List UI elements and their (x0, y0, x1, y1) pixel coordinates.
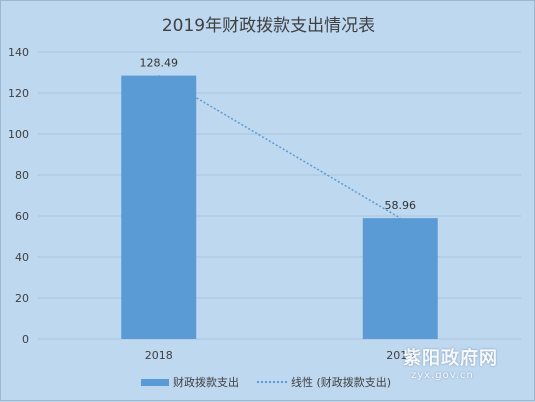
x-tick-label: 2019 (386, 349, 414, 362)
trendline (158, 74, 401, 219)
y-tick-label: 140 (8, 46, 29, 59)
y-tick-label: 40 (15, 251, 29, 264)
y-tick-label: 60 (15, 210, 29, 223)
y-tick-label: 20 (15, 292, 29, 305)
legend-trend-label: 线性 (财政拨款支出) (291, 376, 392, 389)
bar (362, 218, 438, 339)
legend-item-trend: 线性 (财政拨款支出) (257, 374, 391, 390)
legend-bar-label: 财政拨款支出 (173, 376, 239, 389)
bar (121, 75, 197, 340)
y-tick-label: 0 (22, 333, 29, 346)
data-label: 128.49 (140, 57, 179, 70)
y-tick-label: 120 (8, 87, 29, 100)
y-tick-label: 80 (15, 169, 29, 182)
x-tick-label: 2018 (145, 349, 173, 362)
legend-item-bar: 财政拨款支出 (141, 374, 239, 390)
y-tick-label: 100 (8, 128, 29, 141)
legend-trend-swatch (257, 381, 287, 383)
watermark: 紫阳政府网 zyx.gov.cn (403, 344, 513, 381)
legend: 财政拨款支出 线性 (财政拨款支出) (141, 375, 409, 389)
watermark-sub: zyx.gov.cn (411, 370, 474, 381)
watermark-main: 紫阳政府网 (403, 348, 498, 369)
legend-bar-swatch (141, 378, 169, 386)
data-label: 58.96 (385, 199, 417, 212)
chart-title: 2019年财政拨款支出情况表 (161, 16, 376, 36)
